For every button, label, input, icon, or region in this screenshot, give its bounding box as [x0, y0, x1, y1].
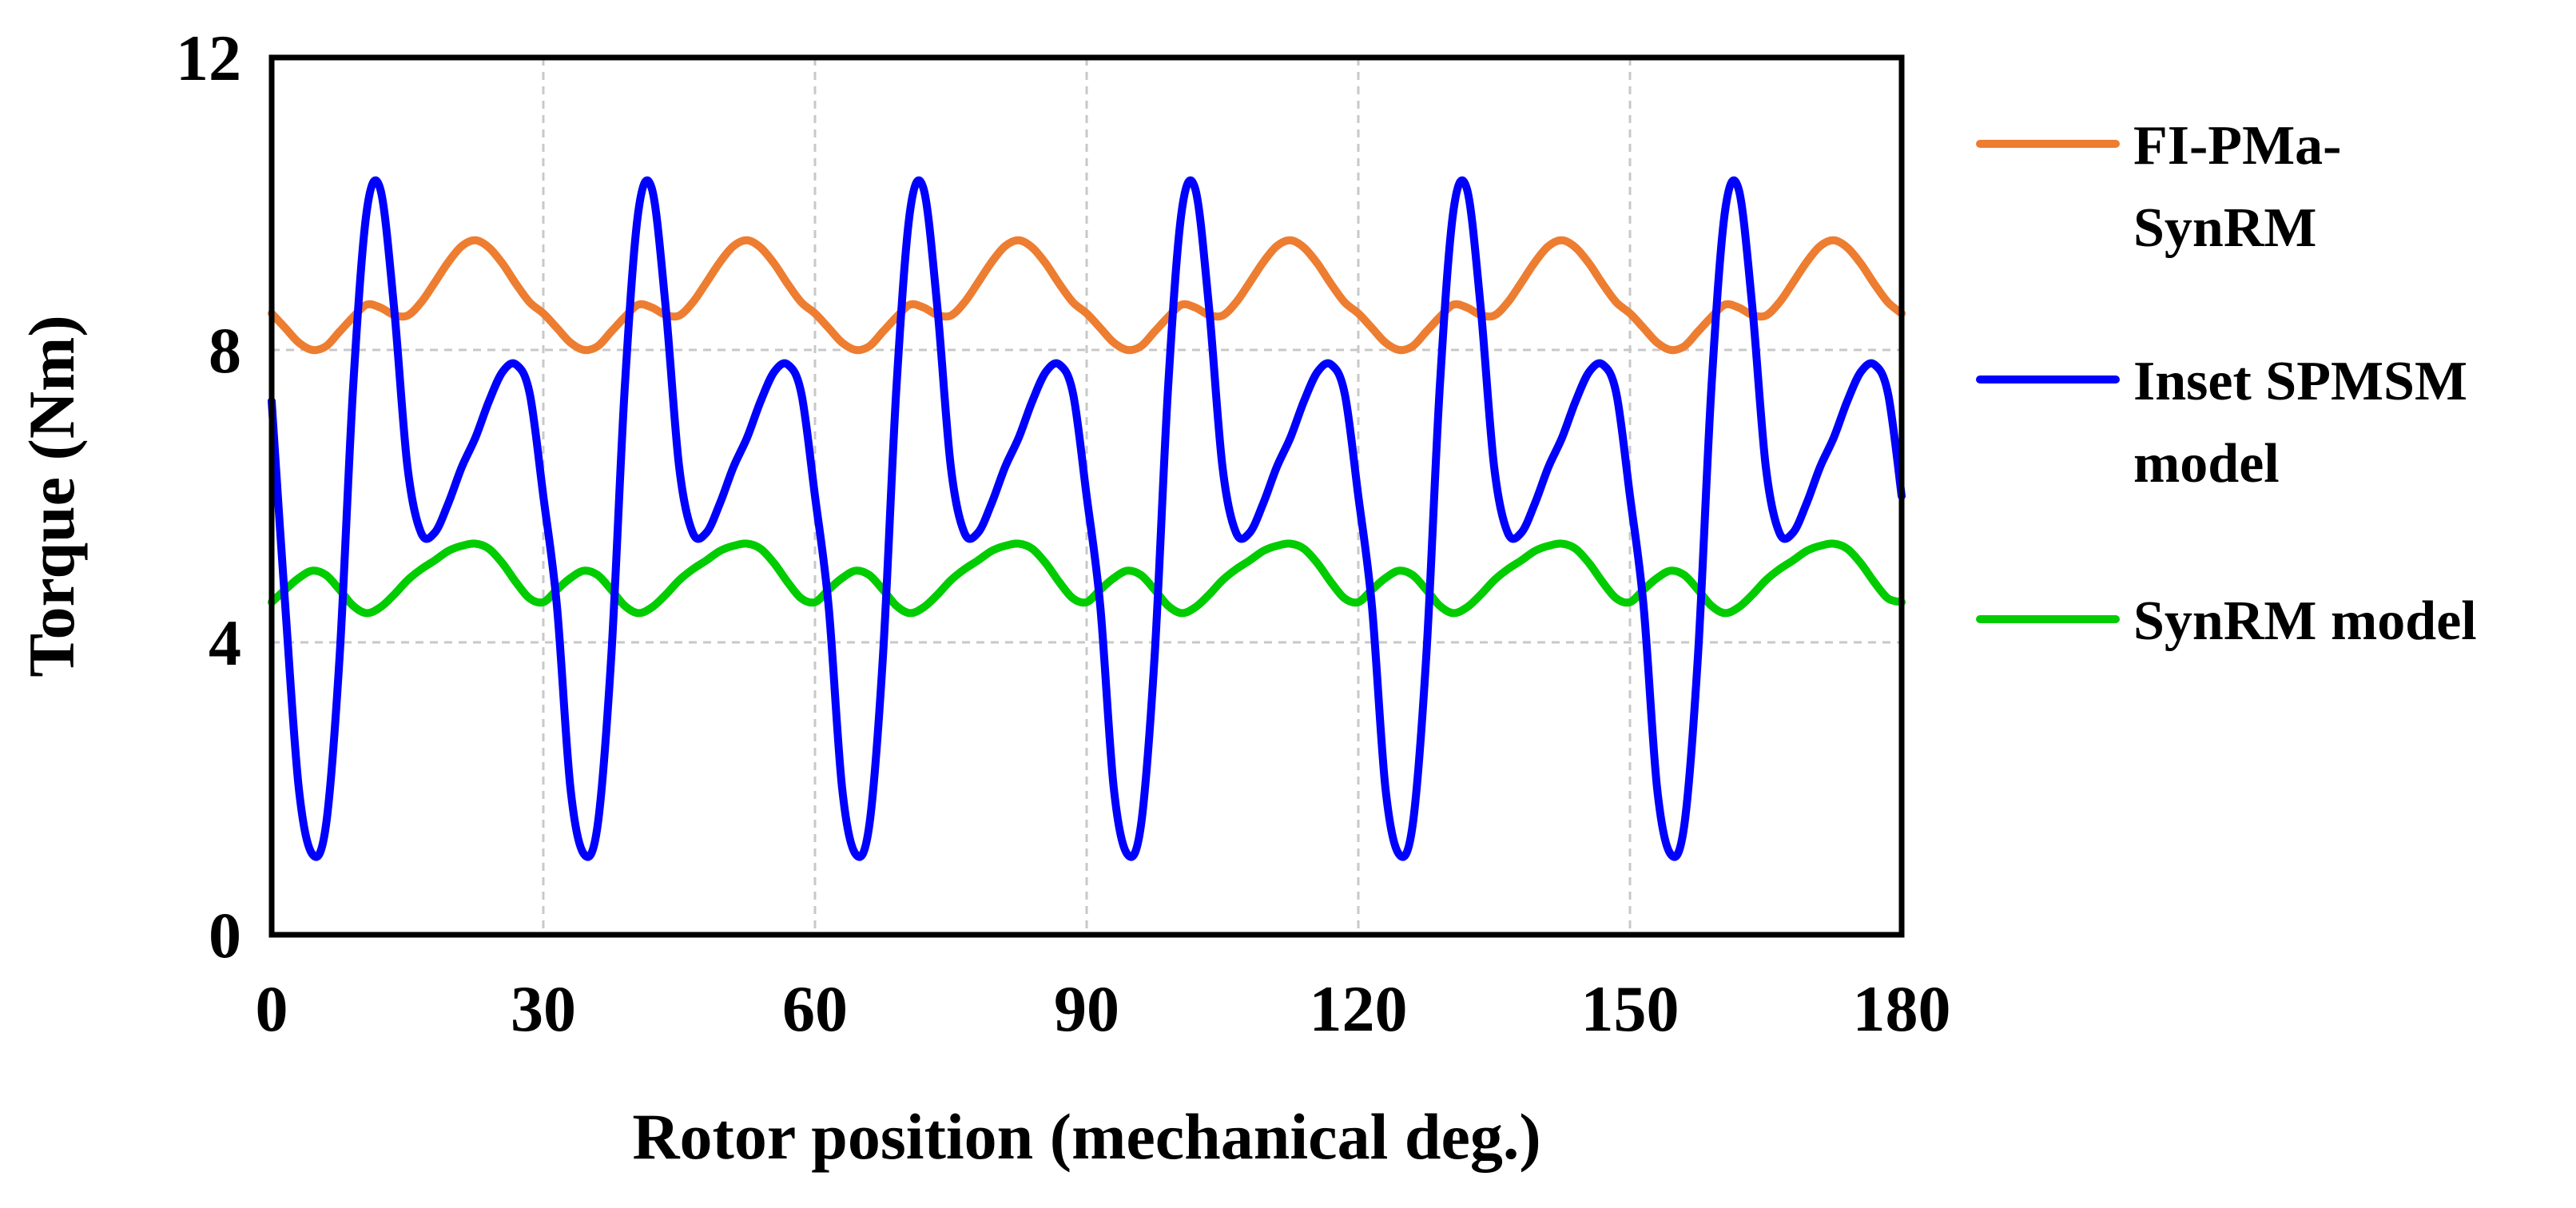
legend-label-fi-pma-synrm: SynRM [2133, 197, 2316, 259]
legend-label-inset-spmsm-model: Inset SPMSM [2133, 351, 2467, 412]
legend: FI-PMa- SynRM Inset SPMSM model SynRM model [1976, 115, 2477, 652]
series-line-synrm-model [268, 539, 1906, 618]
plot-frame [268, 54, 1905, 938]
x-tick-label: 90 [1054, 972, 1119, 1045]
series-layer [268, 176, 1906, 861]
x-tick-label: 0 [256, 972, 288, 1045]
y-tick-label: 12 [176, 22, 241, 94]
legend-label-synrm-model: SynRM model [2133, 590, 2477, 652]
x-tick-label: 60 [782, 972, 848, 1045]
series-line-inset-spmsm-model [268, 176, 1906, 861]
x-tick-label: 180 [1853, 972, 1951, 1045]
legend-label-inset-spmsm-model: model [2133, 433, 2280, 495]
x-tick-label: 150 [1581, 972, 1680, 1045]
series-line-fi-pma-synrm [268, 236, 1906, 355]
y-tick-label: 0 [209, 899, 241, 972]
x-tick-label: 30 [511, 972, 576, 1045]
x-axis-label: Rotor position (mechanical deg.) [632, 1100, 1540, 1173]
legend-label-fi-pma-synrm: FI-PMa- [2133, 115, 2341, 177]
y-tick-label: 4 [209, 606, 241, 679]
y-tick-label: 8 [209, 314, 241, 387]
x-tick-label: 120 [1310, 972, 1408, 1045]
y-axis-label: Torque (Nm) [15, 315, 88, 677]
tick-layer: 0 30 60 90 120 150 180 0 4 8 12 [176, 22, 1951, 1045]
